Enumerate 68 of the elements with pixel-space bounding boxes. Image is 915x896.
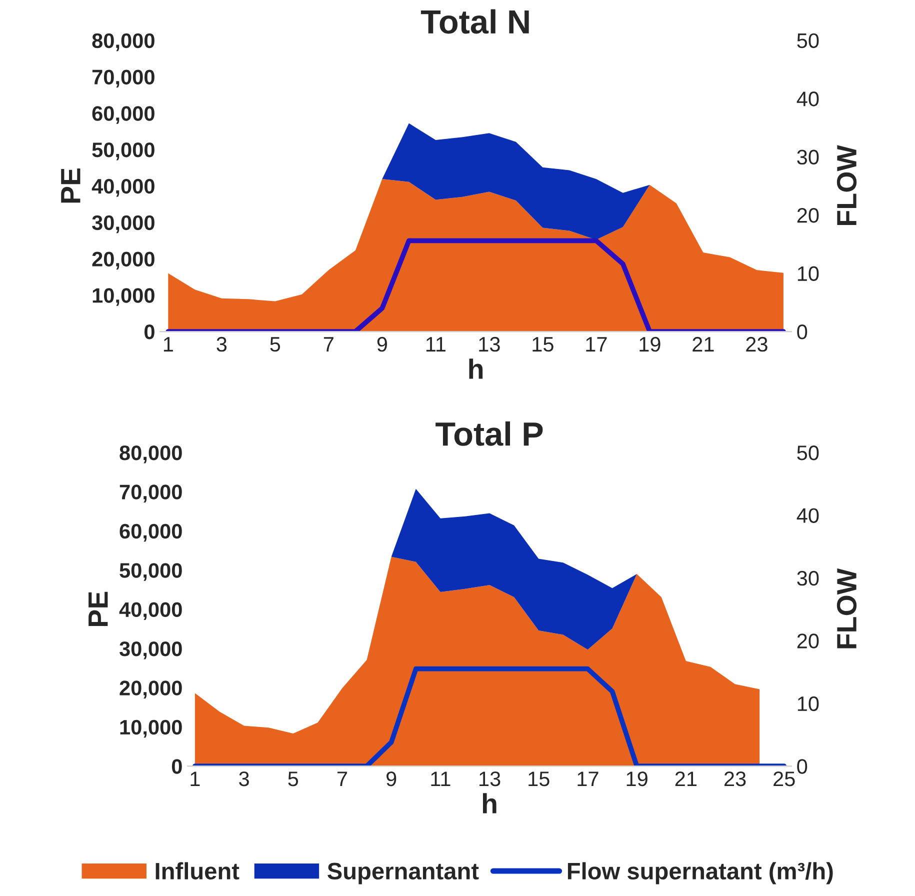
- y-tick-label: 40,000: [119, 602, 182, 620]
- y2-tick-label: 50: [797, 33, 819, 48]
- y2-tick-label: 40: [796, 508, 819, 523]
- y2-tick-label: 30: [797, 570, 819, 586]
- y-tick-label: 10,000: [120, 720, 182, 738]
- y-tick-label: 50,000: [92, 142, 154, 160]
- line-series: [192, 666, 787, 766]
- y2-tick-label: 10: [798, 266, 819, 282]
- y2-tick-label: 0: [797, 324, 808, 340]
- y-tick-label: 20,000: [92, 252, 154, 270]
- x-tick-label: 23: [724, 771, 746, 786]
- y-tick-label: 70,000: [120, 484, 182, 502]
- x-tick-label: 21: [692, 336, 714, 352]
- x-tick-label: 13: [479, 336, 500, 352]
- x-tick-label: 5: [288, 772, 298, 786]
- x-tick-label: 15: [528, 772, 550, 786]
- line-series: [166, 238, 786, 332]
- y2-axis-title: FLOW: [836, 568, 857, 648]
- y-tick-label: 30,000: [92, 215, 154, 234]
- x-tick-label: 19: [640, 336, 660, 352]
- legend-label: Flow supernatant (m³/h): [568, 862, 833, 884]
- x-tick-label: 1: [164, 337, 173, 352]
- y-tick-label: 70,000: [92, 70, 154, 88]
- y2-tick-label: 40: [796, 92, 819, 106]
- x-axis-title: h: [469, 358, 483, 379]
- y-tick-label: 80,000: [92, 33, 154, 52]
- y-tick-label: 0: [172, 759, 182, 774]
- x-tick-label: 11: [431, 772, 450, 786]
- x-tick-label: 9: [386, 771, 396, 786]
- y-tick-label: 30,000: [119, 641, 182, 660]
- x-tick-label: 7: [324, 337, 334, 352]
- y2-tick-label: 0: [797, 759, 808, 774]
- y-tick-label: 80,000: [120, 445, 182, 464]
- x-tick-label: 3: [239, 771, 249, 786]
- y2-axis-title: FLOW: [836, 145, 857, 225]
- x-tick-label: 17: [586, 337, 607, 352]
- y-tick-label: 40,000: [92, 178, 154, 197]
- x-tick-label: 17: [578, 772, 598, 786]
- y2-tick-label: 20: [797, 634, 819, 648]
- y-axis-title: PE: [61, 168, 80, 203]
- x-axis-title: h: [482, 793, 496, 814]
- x-tick-label: 23: [746, 336, 768, 352]
- y-tick-label: 60,000: [92, 106, 154, 124]
- x-tick-label: 1: [190, 772, 200, 786]
- x-tick-label: 5: [270, 337, 280, 352]
- y2-tick-label: 50: [797, 445, 819, 460]
- x-tick-label: 7: [338, 772, 347, 786]
- x-tick-label: 13: [480, 771, 500, 786]
- x-tick-label: 25: [774, 771, 795, 786]
- y-tick-label: 10,000: [92, 288, 154, 306]
- y-tick-label: 20,000: [120, 680, 182, 698]
- y2-tick-label: 30: [797, 150, 819, 165]
- x-tick-label: 9: [377, 336, 387, 352]
- chart-title: Total P: [436, 421, 543, 446]
- y-tick-label: 60,000: [120, 524, 182, 542]
- x-tick-label: 15: [532, 337, 554, 352]
- x-tick-label: 21: [675, 771, 696, 786]
- y-tick-label: 50,000: [120, 563, 182, 581]
- y-tick-label: 0: [144, 324, 154, 340]
- legend-label: Supernantant: [328, 862, 479, 884]
- legend-label: Influent: [156, 862, 240, 880]
- x-tick-label: 3: [216, 336, 227, 352]
- chart-title: Total N: [420, 9, 529, 34]
- y2-tick-label: 10: [798, 696, 819, 712]
- x-tick-label: 19: [626, 771, 648, 786]
- y-axis-title: PE: [88, 592, 108, 626]
- x-tick-label: 11: [426, 337, 446, 352]
- y2-tick-label: 20: [797, 208, 819, 223]
